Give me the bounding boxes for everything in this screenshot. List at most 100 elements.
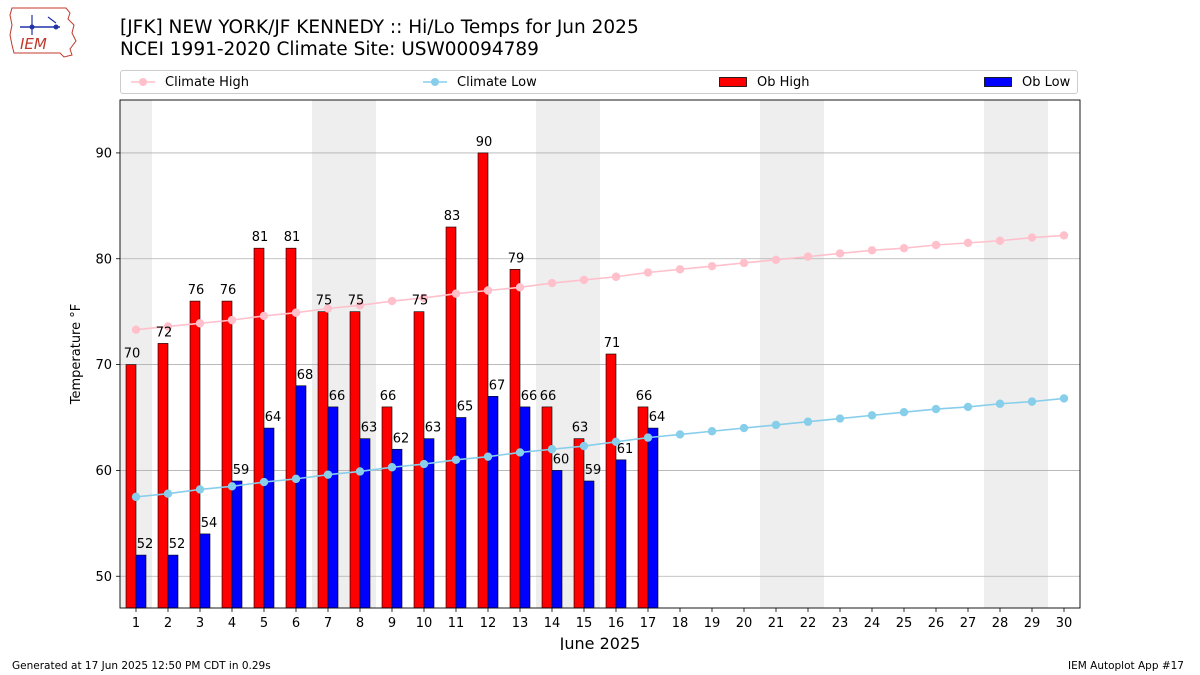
ob-low-value-label: 66 [329,389,346,404]
climate-high-point [995,236,1005,245]
ob-high-value-label: 71 [604,336,621,351]
climate-high-point [483,286,493,295]
ob-high-bar [125,364,137,609]
iem-logo: IEM [9,7,77,58]
ob-low-bar [391,448,403,609]
ob-low-bar [551,470,563,609]
ob-low-bar [199,533,211,609]
climate-low-point [931,404,941,414]
ob-high-bar [253,247,265,609]
climate-low-line [135,397,1065,498]
weekend-shade [760,100,824,608]
x-tick-label: 10 [416,616,433,631]
y-tick-label: 90 [95,146,112,161]
ob-high-bar [221,300,233,609]
x-tick-label: 4 [228,616,236,631]
climate-low-point [1059,394,1069,403]
x-tick-label: 29 [1024,616,1041,631]
ob-low-bar [519,406,531,609]
ob-low-bar [263,427,275,609]
climate-high-point [323,304,333,313]
y-axis-label: Temperature °F [69,304,84,405]
climate-high-point [579,275,589,285]
x-tick-label: 27 [960,616,977,631]
climate-high-point [611,272,621,281]
climate-high-line-icon [131,78,155,86]
x-tick-label: 14 [544,616,561,631]
ob-high-value-label: 72 [156,325,173,340]
ob-high-bar [445,226,457,609]
x-tick-label: 23 [832,616,849,631]
climate-high-point [1059,231,1069,240]
ob-high-value-label: 75 [316,294,333,309]
climate-high-point [771,255,781,265]
legend-item-ob-low: Ob Low [984,71,1070,93]
climate-high-point [131,325,141,334]
chart-subtitle: NCEI 1991-2020 Climate Site: USW00094789 [120,39,539,60]
climate-low-point [579,441,589,451]
x-tick-label: 7 [324,616,332,631]
climate-low-point [803,417,813,426]
legend-item-climate-low: Climate Low [423,71,537,93]
ob-low-value-label: 64 [265,410,282,425]
ob-low-bar [135,554,147,609]
ob-high-bar [509,269,521,609]
ob-low-value-label: 63 [361,421,378,436]
ob-high-bar [285,247,297,609]
x-tick-label: 17 [640,616,657,631]
ob-low-bar [487,396,499,609]
climate-low-point [163,489,173,498]
climate-high-point [547,278,557,288]
x-tick-label: 18 [672,616,689,631]
x-axis-label: June 2025 [559,634,641,650]
ob-low-swatch-icon [984,77,1012,87]
climate-low-point [1027,397,1037,406]
weekend-shade [984,100,1048,608]
footer-app: IEM Autoplot App #17 [1068,660,1184,672]
ob-low-value-label: 67 [489,378,506,393]
climate-low-point [867,411,877,420]
x-tick-label: 20 [736,616,753,631]
y-tick-label: 70 [95,358,112,373]
climate-high-point [963,238,973,248]
ob-low-bar [327,406,339,609]
x-tick-label: 8 [356,616,364,631]
x-tick-label: 26 [928,616,945,631]
climate-high-point [707,261,717,271]
ob-low-bar [167,554,179,609]
climate-low-point [643,433,653,442]
ob-low-bar [615,459,627,609]
ob-high-value-label: 81 [252,230,269,245]
ob-low-value-label: 59 [233,463,250,478]
ob-high-bar [317,311,329,609]
ob-low-bar [231,480,243,609]
ob-low-value-label: 66 [521,389,538,404]
x-tick-label: 1 [132,616,140,631]
x-tick-label: 12 [480,616,497,631]
climate-low-point [835,414,845,423]
climate-low-point [707,427,717,436]
y-tick-label: 60 [95,464,112,479]
climate-low-point [611,437,621,447]
climate-low-point [195,485,205,494]
x-tick-label: 24 [864,616,881,631]
legend-label-ob-high: Ob High [757,74,810,90]
x-tick-label: 13 [512,616,529,631]
ob-low-value-label: 65 [457,400,474,415]
ob-high-value-label: 70 [124,347,141,362]
ob-high-bar [381,406,393,609]
climate-high-point [451,289,461,298]
x-tick-label: 3 [196,616,204,631]
climate-low-point [259,477,269,487]
climate-low-point [387,463,397,472]
climate-low-point [515,448,525,457]
x-tick-label: 15 [576,616,593,631]
plot-frame [119,99,1081,609]
ob-high-value-label: 76 [188,283,205,298]
climate-low-point [899,408,909,417]
climate-high-point [195,319,205,328]
x-tick-label: 28 [992,616,1009,631]
ob-high-bar [189,300,201,609]
x-tick-label: 30 [1056,616,1073,631]
climate-high-point [675,265,685,274]
